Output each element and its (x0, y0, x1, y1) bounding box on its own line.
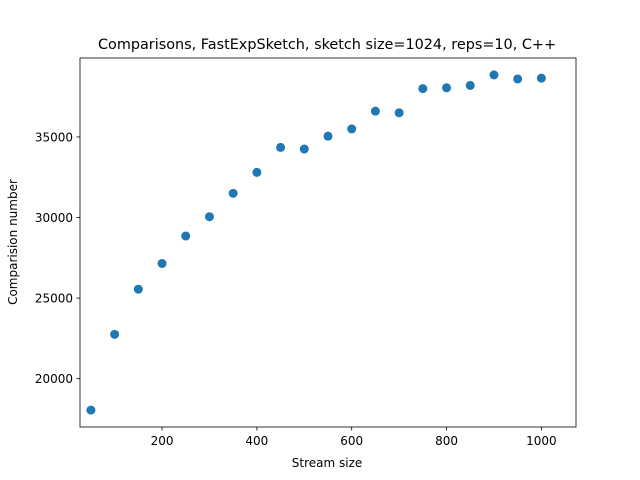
data-point (252, 167, 262, 177)
x-axis-label: Stream size (292, 456, 363, 470)
data-point (323, 131, 333, 141)
x-axis: 200 400 600 800 1000 (151, 427, 557, 448)
y-tick-label: 25000 (35, 292, 73, 306)
data-point (204, 212, 214, 222)
data-point (276, 142, 286, 152)
x-tick-label: 800 (435, 434, 458, 448)
data-point (536, 73, 546, 83)
x-tick-label: 400 (245, 434, 268, 448)
data-point (370, 106, 380, 116)
x-tick-label: 1000 (526, 434, 557, 448)
plot-frame (79, 57, 577, 428)
chart-title: Comparisons, FastExpSketch, sketch size=… (98, 37, 556, 53)
data-point (394, 108, 404, 118)
y-axis: 20000 25000 30000 35000 (35, 130, 80, 386)
plot-area: 200 400 600 800 1000 20000 25000 30000 35000 (35, 57, 577, 448)
data-point (133, 284, 143, 294)
y-axis-label: Comparision number (6, 179, 20, 305)
data-point (157, 258, 167, 268)
x-tick-label: 600 (340, 434, 363, 448)
y-tick-label: 35000 (35, 130, 73, 144)
y-tick-label: 20000 (35, 372, 73, 386)
y-tick-label: 30000 (35, 211, 73, 225)
data-point (513, 74, 523, 84)
data-point (489, 70, 499, 80)
data-point (299, 144, 309, 154)
x-tick-label: 200 (151, 434, 174, 448)
data-point (110, 329, 120, 339)
data-point (418, 84, 428, 94)
data-point (181, 231, 191, 241)
data-point (442, 83, 452, 93)
data-point (465, 80, 475, 90)
data-point (86, 405, 96, 415)
data-point (347, 124, 357, 134)
data-point (228, 188, 238, 198)
data-points (86, 70, 546, 415)
